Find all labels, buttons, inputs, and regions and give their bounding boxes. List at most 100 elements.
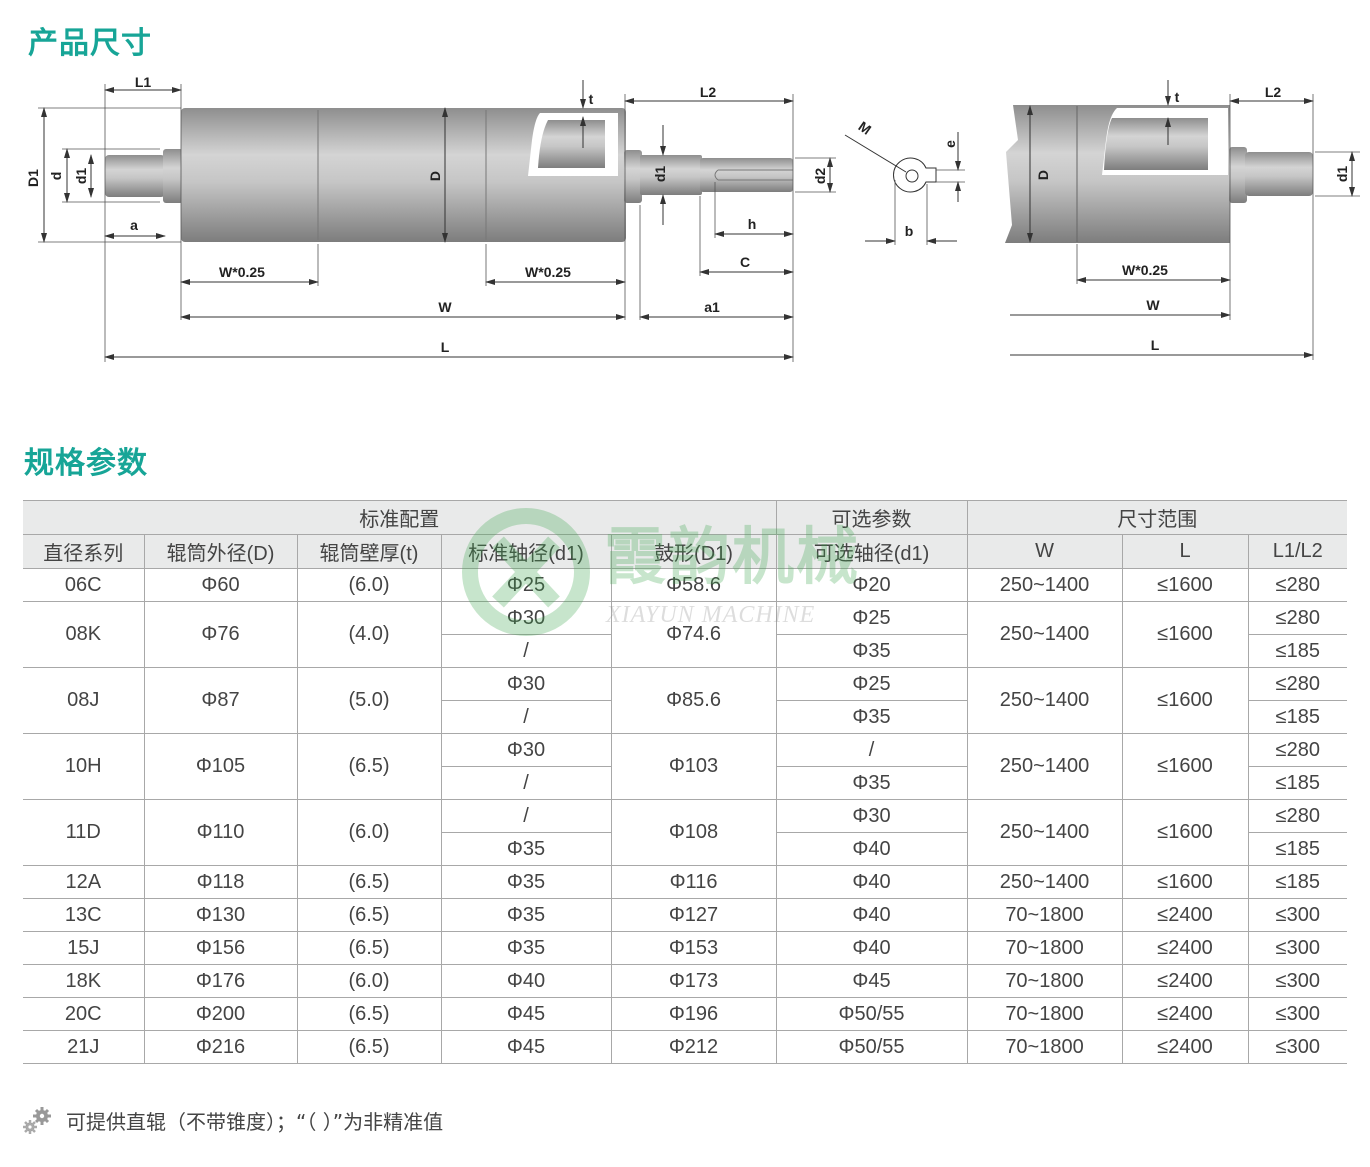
cell-optional-shaft: Φ50/55: [775, 997, 968, 1031]
label-L: L: [441, 339, 450, 355]
cell-length-range: ≤1600: [1121, 601, 1249, 668]
column-header: L1/L2: [1247, 534, 1348, 569]
label-W-partial: W: [1146, 297, 1160, 313]
cell-l1-l2: ≤300: [1247, 898, 1348, 932]
cell-standard-shaft: Φ35: [440, 931, 612, 965]
label-a: a: [130, 217, 138, 233]
section-title-dimensions: 产品尺寸: [28, 26, 152, 61]
group-header: 标准配置: [23, 500, 777, 535]
cell-optional-shaft: Φ25: [775, 667, 968, 701]
cell-length-range: ≤1600: [1121, 733, 1249, 800]
table-row: 12A Φ118 (6.5) Φ35 Φ116 Φ40 250~1400 ≤1600 ≤185: [23, 865, 1348, 899]
cell-crown-diameter: Φ85.6: [610, 667, 777, 734]
cell-standard-shaft: Φ35: [440, 865, 612, 899]
table-row: 08K Φ76 (4.0) Φ30 Φ74.6 Φ25 250~1400 ≤1600 ≤280: [23, 601, 1348, 668]
cell-series: 11D: [23, 799, 145, 866]
cell-width-range: 70~1800: [966, 997, 1123, 1031]
main-roller-view: [105, 108, 793, 242]
cell-series: 06C: [23, 568, 145, 602]
table-row: 13C Φ130 (6.5) Φ35 Φ127 Φ40 70~1800 ≤2400 ≤300: [23, 898, 1348, 932]
cell-outer-diameter: Φ110: [143, 799, 298, 866]
label-d1-left: d1: [73, 168, 89, 185]
cell-wall-thickness: (6.5): [296, 997, 442, 1031]
column-header: W: [966, 534, 1123, 569]
cell-crown-diameter: Φ173: [610, 964, 777, 998]
cell-optional-shaft: Φ40: [775, 832, 968, 866]
cell-crown-diameter: Φ127: [610, 898, 777, 932]
cell-l1-l2: ≤280: [1247, 601, 1348, 635]
drive-shaft: [700, 158, 793, 192]
footnote-text: 可提供直辊（不带锥度）；“（ ）”为非精准值: [66, 1109, 444, 1134]
footnote: 可提供直辊（不带锥度）；“（ ）”为非精准值: [22, 1105, 443, 1135]
label-L2-partial: L2: [1265, 84, 1282, 100]
cell-outer-diameter: Φ156: [143, 931, 298, 965]
cell-wall-thickness: (5.0): [296, 667, 442, 734]
cell-wall-thickness: (6.5): [296, 1030, 442, 1064]
cell-optional-shaft: Φ30: [775, 799, 968, 833]
spec-table: 标准配置 可选参数 尺寸范围 直径系列 辊筒外径(D) 辊筒壁厚(t) 标准轴径(d1) 鼓形…: [23, 500, 1348, 1064]
column-header: 可选轴径(d1): [775, 534, 968, 569]
cell-standard-shaft: /: [441, 700, 612, 734]
gears-icon: [23, 1107, 51, 1134]
cell-length-range: ≤2400: [1121, 898, 1249, 932]
cell-optional-shaft: Φ35: [775, 634, 968, 668]
cell-wall-thickness: (6.5): [296, 865, 442, 899]
cell-length-range: ≤2400: [1121, 997, 1249, 1031]
table-row: 10H Φ105 (6.5) Φ30 Φ103/250~1400 ≤1600 ≤280: [23, 733, 1348, 800]
cell-optional-shaft: Φ35: [775, 700, 968, 734]
cell-standard-shaft: Φ35: [441, 832, 612, 866]
cell-length-range: ≤1600: [1121, 865, 1249, 899]
label-h: h: [748, 216, 757, 232]
cell-series: 12A: [23, 865, 145, 899]
left-collar: [163, 149, 183, 203]
cell-length-range: ≤1600: [1121, 667, 1249, 734]
cell-length-range: ≤2400: [1121, 964, 1249, 998]
cell-width-range: 70~1800: [966, 964, 1123, 998]
cell-standard-shaft: Φ35: [440, 898, 612, 932]
cell-optional-shaft: Φ40: [775, 898, 968, 932]
cell-series: 10H: [23, 733, 145, 800]
cell-width-range: 70~1800: [966, 1030, 1123, 1064]
label-D1: D1: [25, 169, 41, 187]
table-row: 21J Φ216 (6.5) Φ45 Φ212 Φ50/55 70~1800 ≤2400 ≤30…: [23, 1030, 1348, 1064]
column-header: 标准轴径(d1): [440, 534, 612, 569]
table-row: / Φ35 ≤185: [23, 700, 1348, 734]
cell-l1-l2: ≤185: [1247, 865, 1348, 899]
table-row: 15J Φ156 (6.5) Φ35 Φ153 Φ40 70~1800 ≤2400 ≤300: [23, 931, 1348, 965]
cell-width-range: 250~1400: [966, 568, 1123, 602]
label-D-partial: D: [1035, 170, 1051, 180]
table-row: 18K Φ176 (6.0) Φ40 Φ173 Φ45 70~1800 ≤2400 ≤300: [23, 964, 1348, 998]
label-C: C: [740, 254, 750, 270]
cell-crown-diameter: Φ74.6: [610, 601, 777, 668]
cell-crown-diameter: Φ103: [610, 733, 777, 800]
cell-crown-diameter: Φ116: [610, 865, 777, 899]
cell-crown-diameter: Φ58.6: [610, 568, 777, 602]
cell-width-range: 70~1800: [966, 898, 1123, 932]
table-row: / Φ35 ≤185: [23, 634, 1348, 668]
label-t-partial: t: [1175, 89, 1180, 105]
cell-outer-diameter: Φ76: [143, 601, 298, 668]
cell-standard-shaft: /: [441, 634, 612, 668]
cell-standard-shaft: Φ30: [440, 733, 612, 767]
cell-optional-shaft: Φ35: [775, 766, 968, 800]
cell-optional-shaft: Φ50/55: [775, 1030, 968, 1064]
table-row: 11D Φ110 (6.0) / Φ108 Φ30 250~1400 ≤1600 ≤280: [23, 799, 1348, 866]
cell-crown-diameter: Φ212: [610, 1030, 777, 1064]
label-d: d: [48, 172, 64, 181]
column-header: 辊筒壁厚(t): [296, 534, 442, 569]
cell-optional-shaft: Φ40: [775, 931, 968, 965]
cell-wall-thickness: (6.0): [296, 568, 442, 602]
column-header: 直径系列: [23, 534, 145, 569]
label-L1: L1: [135, 74, 152, 90]
cell-optional-shaft: Φ20: [775, 568, 968, 602]
cell-l1-l2: ≤185: [1247, 700, 1348, 734]
group-header: 尺寸范围: [966, 500, 1348, 535]
roller-dimension-drawing: L1 D1 d d1 a D t L2 d1 d2 h C W*0.25 W*0…: [25, 74, 1360, 362]
cell-wall-thickness: (4.0): [296, 601, 442, 668]
shaft-end-view: [844, 132, 965, 245]
label-L-partial: L: [1151, 337, 1160, 353]
label-W: W: [438, 299, 452, 315]
cell-outer-diameter: Φ200: [143, 997, 298, 1031]
label-t: t: [589, 91, 594, 107]
label-L2: L2: [700, 84, 717, 100]
